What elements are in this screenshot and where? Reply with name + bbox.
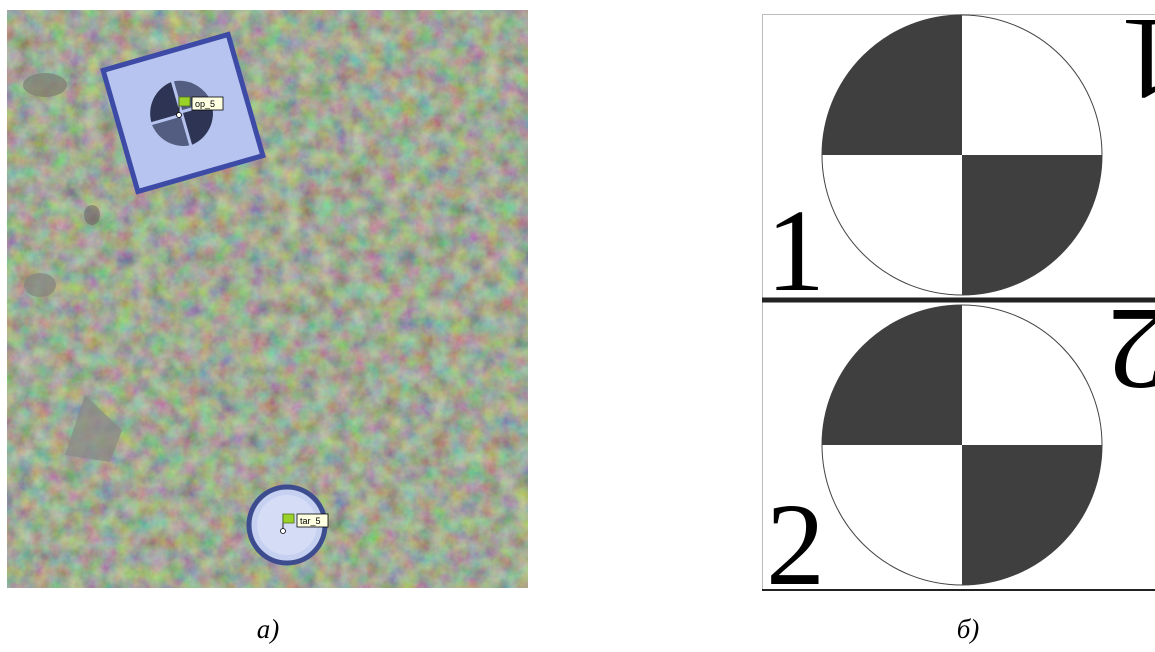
target-scheme: 2 2 — [762, 284, 1155, 610]
aerial-photo — [7, 10, 528, 588]
marker-label: op_5 — [195, 99, 215, 109]
rock — [24, 273, 56, 297]
page: op_5 tar_5 а) 1 1 2 2 б) (() => { const … — [0, 0, 1155, 652]
marker-label: tar_5 — [300, 516, 321, 526]
rock — [23, 73, 67, 97]
caption: а) — [257, 614, 280, 644]
figure: op_5 tar_5 а) 1 1 2 2 б) — [0, 0, 1155, 652]
rock — [84, 205, 100, 225]
rotated-number: 1 — [1119, 0, 1155, 125]
target-number: 1 — [766, 185, 825, 316]
caption: б) — [957, 614, 980, 644]
rotated-number: 2 — [1107, 284, 1155, 415]
